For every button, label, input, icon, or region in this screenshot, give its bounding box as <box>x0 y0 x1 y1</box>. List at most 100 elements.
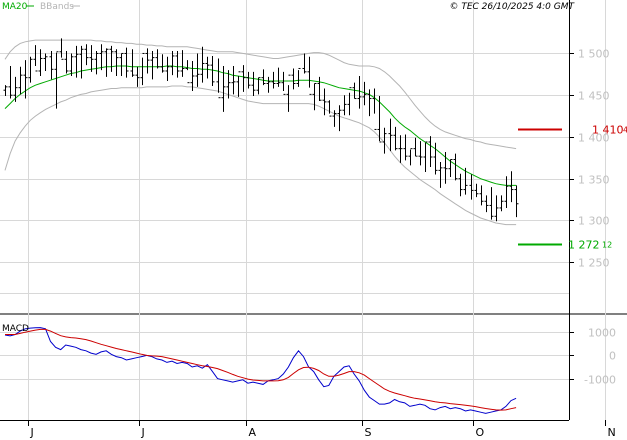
price-tick-label: 1 450 <box>578 90 610 103</box>
ohlc-bar <box>79 45 84 79</box>
bbands-legend: BBands <box>40 2 74 12</box>
ohlc-bar <box>271 71 276 89</box>
ohlc-bar <box>317 76 322 102</box>
price-panel <box>0 0 569 314</box>
ohlc-bar <box>49 50 54 80</box>
macd-line <box>4 327 517 414</box>
ohlc-bar <box>18 66 23 95</box>
ohlc-bar <box>165 56 170 82</box>
time-tick-label: O <box>476 426 485 439</box>
ohlc-bar <box>403 134 408 161</box>
ohlc-bar <box>200 46 205 83</box>
ohlc-bar <box>3 85 8 97</box>
ohlc-bar <box>281 71 286 95</box>
ohlc-bar <box>175 50 180 78</box>
ma20-legend: MA20 <box>2 2 28 12</box>
support-suffix: 12 <box>602 241 612 250</box>
ohlc-bar <box>307 56 312 95</box>
ohlc-bar <box>246 71 251 89</box>
ohlc-bar <box>367 89 372 117</box>
ohlc-bar <box>114 49 119 76</box>
ohlc-bar <box>413 137 418 157</box>
ohlc-bar <box>216 58 221 99</box>
bollinger-bands <box>4 39 517 226</box>
ohlc-bar <box>23 60 28 99</box>
ohlc-bar <box>104 48 109 77</box>
ohlc-bar <box>448 159 453 178</box>
ohlc-bar <box>484 195 489 213</box>
ohlc-bar <box>489 187 494 220</box>
ohlc-bar <box>160 54 165 73</box>
copyright-label: © TEC 26/10/2025 4:0 GMT <box>449 2 575 12</box>
macd-tick-label: -1000 <box>584 374 616 387</box>
price-tick-label: 1 500 <box>578 48 610 61</box>
macd-lines <box>4 327 517 414</box>
ohlc-bar <box>241 65 246 92</box>
ohlc-bar <box>119 52 124 76</box>
ohlc-bar <box>312 83 317 111</box>
ohlc-bar <box>286 74 291 112</box>
time-tick-label: J <box>141 426 145 439</box>
ohlc-bar <box>438 162 443 188</box>
ohlc-bar <box>362 81 367 106</box>
ohlc-bar <box>190 60 195 92</box>
ohlc-bar <box>428 136 433 168</box>
ohlc-bar <box>145 48 150 74</box>
price-grid <box>0 53 569 294</box>
ohlc-bars <box>3 38 519 222</box>
time-tick-label: A <box>249 426 257 439</box>
ohlc-bar <box>38 49 43 76</box>
ohlc-bar <box>84 44 89 66</box>
ohlc-bar <box>382 127 387 154</box>
ohlc-bar <box>155 49 160 69</box>
macd-tick-label: 0 <box>609 350 616 363</box>
ohlc-bar <box>302 53 307 74</box>
ohlc-bar <box>236 71 241 97</box>
ohlc-bar <box>109 45 114 72</box>
price-tick-labels: 1 500 1 450 1 400 1 350 1 300 1 250 <box>569 48 610 270</box>
ohlc-bar <box>357 75 362 109</box>
ohlc-bar <box>43 53 48 71</box>
ohlc-bar <box>332 110 337 127</box>
resistance-suffix: 4 <box>623 126 627 135</box>
ohlc-bar <box>347 87 352 116</box>
ohlc-bar <box>479 185 484 206</box>
ohlc-bar <box>276 67 281 87</box>
ohlc-bar <box>130 49 135 77</box>
ohlc-bar <box>337 105 342 132</box>
resistance-label: 1 410 <box>592 124 624 137</box>
ohlc-bar <box>372 88 377 130</box>
ohlc-bar <box>443 151 448 184</box>
ohlc-bar <box>509 171 514 203</box>
ohlc-bar <box>94 50 99 75</box>
ohlc-bar <box>54 51 59 109</box>
time-tick-label: J <box>30 426 34 439</box>
ohlc-bar <box>342 95 347 116</box>
ohlc-bar <box>150 50 155 80</box>
ohlc-bar <box>291 68 296 90</box>
ohlc-bar <box>474 183 479 198</box>
ohlc-bar <box>135 66 140 87</box>
ohlc-bar <box>504 176 509 208</box>
ohlc-bar <box>74 45 79 78</box>
ohlc-bar <box>8 65 13 99</box>
ohlc-bar <box>28 56 33 83</box>
ohlc-bar <box>231 65 236 95</box>
support-resistance-levels: 1 410 4 1 272 12 <box>518 124 627 252</box>
ohlc-bar <box>352 82 357 100</box>
ohlc-bar <box>59 38 64 60</box>
ohlc-bar <box>296 67 301 87</box>
ohlc-bar <box>393 126 398 151</box>
ohlc-bar <box>221 65 226 112</box>
ohlc-bar <box>408 148 413 166</box>
ohlc-bar <box>261 69 266 86</box>
bb-upper-line <box>4 39 517 150</box>
ohlc-bar <box>433 142 438 175</box>
ohlc-bar <box>69 53 74 76</box>
ohlc-bar <box>64 50 69 74</box>
bb-lower-line <box>4 85 517 226</box>
ohlc-bar <box>205 56 210 79</box>
price-tick-label: 1 400 <box>578 132 610 145</box>
